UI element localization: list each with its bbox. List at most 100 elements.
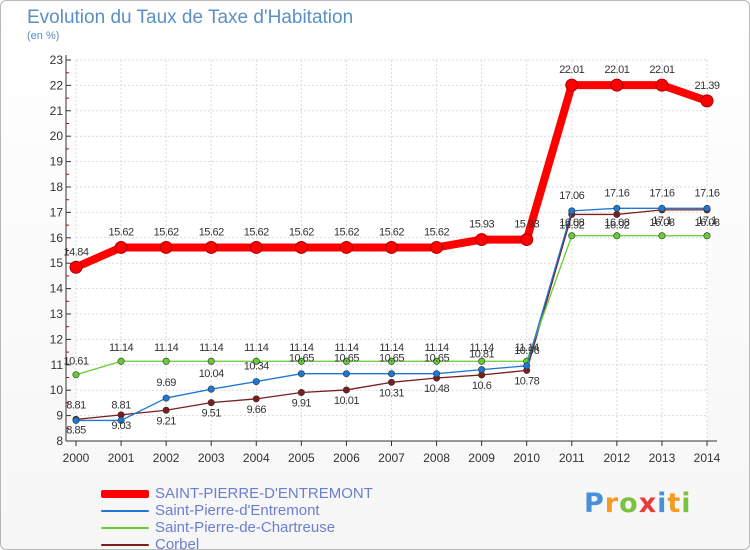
data-point[interactable] — [700, 94, 714, 108]
data-point[interactable] — [430, 240, 444, 254]
data-label: 15.62 — [244, 226, 269, 238]
data-label: 8.81 — [66, 399, 86, 411]
data-point[interactable] — [297, 357, 305, 365]
data-label: 11.14 — [424, 342, 449, 354]
legend-label: Corbel — [155, 536, 200, 550]
data-point[interactable] — [204, 240, 218, 254]
y-tick-label: 21 — [50, 104, 64, 118]
data-point[interactable] — [252, 395, 260, 403]
y-tick-label: 12 — [50, 332, 64, 346]
data-point[interactable] — [339, 240, 353, 254]
x-tick-label: 2014 — [694, 451, 721, 465]
data-label: 22.01 — [604, 64, 629, 76]
data-label: 17.16 — [604, 187, 629, 199]
data-point[interactable] — [433, 370, 441, 378]
data-point[interactable] — [72, 371, 80, 379]
data-point[interactable] — [387, 370, 395, 378]
data-label: 10.31 — [379, 387, 404, 399]
data-point[interactable] — [159, 240, 173, 254]
data-point[interactable] — [478, 357, 486, 365]
data-point[interactable] — [69, 260, 83, 274]
data-point[interactable] — [342, 357, 350, 365]
axes: 8 9 10 11 12 13 14 15 16 17 18 19 20 21 22 23 2000 2001 20… — [50, 53, 721, 465]
data-label: 11.14 — [244, 342, 269, 354]
data-point[interactable] — [613, 204, 621, 212]
data-point[interactable] — [475, 233, 489, 247]
x-tick-label: 2004 — [243, 451, 270, 465]
data-label: 16.08 — [604, 217, 629, 229]
y-tick-label: 18 — [50, 180, 64, 194]
data-point[interactable] — [520, 233, 534, 247]
data-point[interactable] — [703, 232, 711, 240]
data-point[interactable] — [162, 394, 170, 402]
data-point[interactable] — [610, 78, 624, 92]
data-point[interactable] — [207, 399, 215, 407]
data-label: 11.14 — [515, 342, 540, 354]
legend-swatch — [101, 544, 149, 546]
data-label: 17.1 — [697, 215, 717, 227]
data-point[interactable] — [297, 370, 305, 378]
proxiti-logo: Proxiti — [584, 488, 692, 519]
data-label: 10.65 — [424, 353, 449, 365]
data-point[interactable] — [433, 357, 441, 365]
data-point[interactable] — [162, 406, 170, 414]
data-point[interactable] — [703, 204, 711, 212]
data-point[interactable] — [117, 357, 125, 365]
data-label: 11.14 — [379, 342, 404, 354]
y-tick-label: 17 — [50, 205, 64, 219]
x-tick-label: 2013 — [649, 451, 676, 465]
logo-letter: o — [619, 488, 639, 519]
data-label: 11.14 — [154, 342, 179, 354]
data-label: 17.06 — [559, 190, 584, 202]
data-point[interactable] — [387, 378, 395, 386]
data-point[interactable] — [117, 416, 125, 424]
data-point[interactable] — [207, 357, 215, 365]
data-point[interactable] — [297, 388, 305, 396]
data-point[interactable] — [114, 240, 128, 254]
data-label: 15.62 — [289, 226, 314, 238]
data-point[interactable] — [387, 357, 395, 365]
y-tick-label: 9 — [56, 409, 63, 423]
data-point[interactable] — [342, 370, 350, 378]
x-tick-label: 2009 — [468, 451, 495, 465]
data-point[interactable] — [385, 240, 398, 254]
data-point[interactable] — [478, 366, 486, 374]
data-label: 17.1 — [652, 215, 672, 227]
data-label: 16.08 — [694, 217, 719, 229]
data-point[interactable] — [568, 232, 576, 240]
data-point[interactable] — [249, 240, 263, 254]
data-label: 15.62 — [109, 226, 134, 238]
data-point[interactable] — [252, 357, 260, 365]
data-point[interactable] — [252, 378, 260, 386]
legend-label: SAINT-PIERRE-D'ENTREMONT — [155, 485, 373, 502]
data-label: 15.62 — [379, 226, 404, 238]
data-label: 11.14 — [199, 342, 224, 354]
data-point[interactable] — [565, 78, 579, 92]
data-point[interactable] — [523, 362, 531, 370]
y-tick-label: 22 — [50, 78, 64, 92]
chart-title: Evolution du Taux de Taxe d'Habitation — [27, 7, 354, 28]
data-label: 10.34 — [244, 361, 269, 373]
data-point[interactable] — [207, 385, 215, 393]
y-tick-label: 16 — [50, 231, 64, 245]
data-point[interactable] — [658, 204, 666, 212]
data-point[interactable] — [294, 240, 308, 254]
data-point[interactable] — [658, 232, 666, 240]
data-point[interactable] — [72, 416, 80, 424]
data-label: 10.01 — [334, 395, 359, 407]
y-tick-label: 20 — [50, 129, 64, 143]
data-label: 9.69 — [156, 377, 176, 389]
data-point[interactable] — [613, 232, 621, 240]
y-tick-label: 14 — [50, 282, 64, 296]
y-tick-label: 10 — [50, 383, 64, 397]
data-point[interactable] — [162, 357, 170, 365]
chart-subtitle: (en %) — [27, 30, 60, 42]
data-point[interactable] — [568, 207, 576, 215]
data-label: 8.81 — [111, 399, 131, 411]
data-label: 17.16 — [694, 187, 719, 199]
data-point[interactable] — [655, 78, 669, 92]
x-tick-label: 2000 — [63, 451, 90, 465]
data-label: 11.14 — [109, 342, 134, 354]
data-point[interactable] — [342, 386, 350, 394]
